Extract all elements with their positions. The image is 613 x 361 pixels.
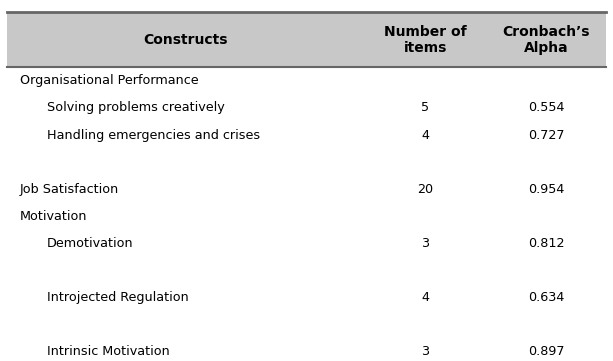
Bar <box>7 68 606 95</box>
Text: 4: 4 <box>422 129 430 142</box>
Text: 0.634: 0.634 <box>528 291 564 304</box>
Text: Solving problems creatively: Solving problems creatively <box>47 101 225 114</box>
Text: 0.554: 0.554 <box>528 101 564 114</box>
Bar <box>7 149 606 176</box>
Text: Job Satisfaction: Job Satisfaction <box>20 183 119 196</box>
Text: Constructs: Constructs <box>143 33 228 47</box>
Text: Intrinsic Motivation: Intrinsic Motivation <box>47 345 170 358</box>
Bar <box>7 203 606 230</box>
Bar <box>7 338 606 361</box>
Text: 0.727: 0.727 <box>528 129 564 142</box>
Bar <box>7 230 606 257</box>
Text: 0.812: 0.812 <box>528 237 564 250</box>
Bar <box>7 12 606 68</box>
Text: 3: 3 <box>421 345 430 358</box>
Bar <box>7 95 606 122</box>
Text: Handling emergencies and crises: Handling emergencies and crises <box>47 129 261 142</box>
Text: 4: 4 <box>422 291 430 304</box>
Text: 3: 3 <box>421 237 430 250</box>
Text: 0.897: 0.897 <box>528 345 564 358</box>
Text: 0.954: 0.954 <box>528 183 564 196</box>
Text: Organisational Performance: Organisational Performance <box>20 74 199 87</box>
Bar <box>7 257 606 284</box>
Text: Cronbach’s
Alpha: Cronbach’s Alpha <box>502 25 590 55</box>
Text: Motivation: Motivation <box>20 210 87 223</box>
Bar <box>7 284 606 311</box>
Bar <box>7 176 606 203</box>
Text: 5: 5 <box>421 101 430 114</box>
Text: Number of
items: Number of items <box>384 25 467 55</box>
Bar <box>7 122 606 149</box>
Text: 20: 20 <box>417 183 433 196</box>
Bar <box>7 311 606 338</box>
Text: Introjected Regulation: Introjected Regulation <box>47 291 189 304</box>
Text: Demotivation: Demotivation <box>47 237 134 250</box>
